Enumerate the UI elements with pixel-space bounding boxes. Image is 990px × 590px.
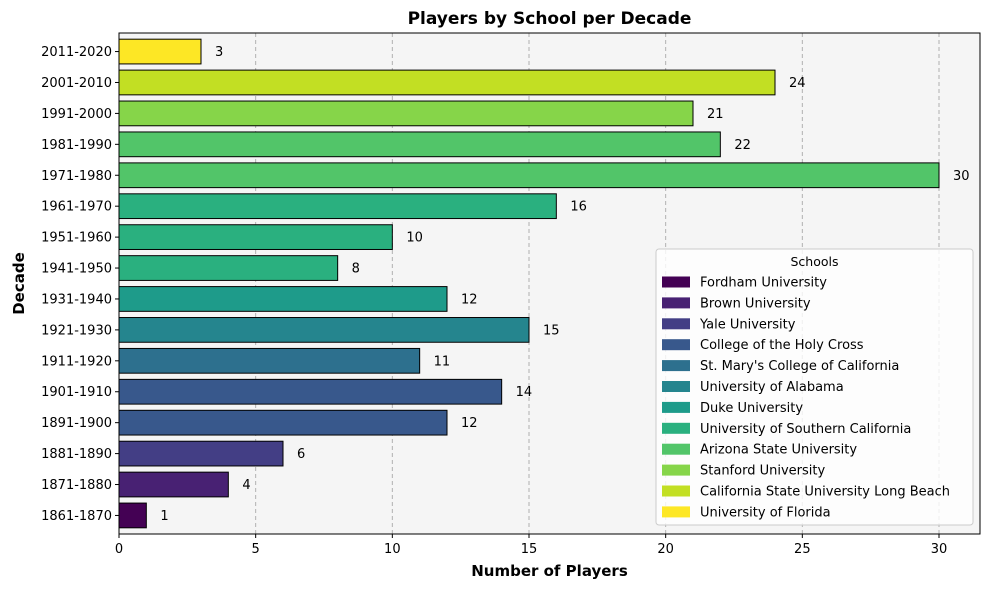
legend-swatch <box>662 464 690 476</box>
legend-swatch <box>662 339 690 351</box>
legend-label: Arizona State University <box>700 443 857 458</box>
legend-label: St. Mary's College of California <box>700 359 899 374</box>
legend-swatch <box>662 506 690 518</box>
bar <box>118 502 147 529</box>
legend-label: University of Southern California <box>700 422 911 437</box>
data-label: 10 <box>406 231 423 246</box>
plot-frame <box>118 32 981 535</box>
data-label: 15 <box>543 323 560 338</box>
data-label: 22 <box>734 138 751 153</box>
x-tick-label: 25 <box>794 542 811 557</box>
data-label: 21 <box>707 107 724 122</box>
x-tick-label: 10 <box>384 542 401 557</box>
data-label: 30 <box>953 169 970 184</box>
legend: Schools Fordham University Brown Universi… <box>655 248 974 526</box>
bar <box>118 131 721 158</box>
y-tick-label: 1951-1960 <box>41 231 112 246</box>
legend-swatch <box>662 485 690 497</box>
x-tick-label: 5 <box>252 542 260 557</box>
bars <box>118 38 940 529</box>
data-label: 24 <box>789 76 806 91</box>
x-tick-label: 30 <box>931 542 948 557</box>
data-label: 1 <box>160 509 168 524</box>
legend-label: Stanford University <box>700 464 825 479</box>
legend-label: Yale University <box>699 317 796 332</box>
y-tick-label: 2001-2010 <box>41 76 112 91</box>
chart-title: Players by School per Decade <box>408 9 692 29</box>
bar <box>118 347 421 374</box>
legend-swatch <box>662 381 690 392</box>
x-tick-label: 20 <box>657 542 674 557</box>
y-tick-label: 1971-1980 <box>41 169 112 184</box>
data-label: 6 <box>297 447 305 462</box>
data-label: 8 <box>352 262 360 277</box>
y-tick-label: 1981-1990 <box>41 138 112 153</box>
y-tick-label: 1931-1940 <box>41 292 112 307</box>
legend-title: Schools <box>790 254 838 269</box>
bar <box>118 69 776 96</box>
data-label: 11 <box>434 354 451 369</box>
legend-swatch <box>662 360 690 372</box>
data-label: 16 <box>570 200 587 215</box>
y-tick-label: 2011-2020 <box>41 45 112 60</box>
x-tick-labels: 0 5 10 15 20 25 30 <box>115 534 947 557</box>
legend-frame <box>655 248 974 526</box>
y-tick-label: 1921-1930 <box>41 323 112 338</box>
y-tick-label: 1911-1920 <box>41 354 112 369</box>
data-label: 14 <box>516 385 533 400</box>
y-tick-label: 1991-2000 <box>41 107 112 122</box>
data-label: 12 <box>461 292 478 307</box>
y-tick-label: 1891-1900 <box>41 416 112 431</box>
legend-swatch <box>662 318 690 330</box>
data-label: 3 <box>215 45 223 60</box>
legend-label: University of Alabama <box>700 380 844 395</box>
y-tick-label: 1961-1970 <box>41 200 112 215</box>
y-axis-title: Decade <box>10 252 28 315</box>
bar <box>118 255 339 281</box>
x-tick-label: 0 <box>115 542 123 557</box>
bar <box>118 224 393 250</box>
data-label: 12 <box>461 416 478 431</box>
bar <box>118 193 557 220</box>
legend-label: Fordham University <box>700 276 827 291</box>
legend-swatch <box>662 422 690 434</box>
x-axis-title: Number of Players <box>471 562 628 580</box>
y-tick-label: 1881-1890 <box>41 447 112 462</box>
y-tick-label: 1861-1870 <box>41 509 112 524</box>
y-tick-label: 1901-1910 <box>41 385 112 400</box>
y-tick-label: 1941-1950 <box>41 262 112 277</box>
bar <box>118 162 940 189</box>
legend-label: University of Florida <box>700 505 831 520</box>
bar <box>118 100 694 127</box>
bar <box>118 471 229 498</box>
y-tick-label: 1871-1880 <box>41 478 112 493</box>
y-tick-labels: 1861-1870 1871-1880 1881-1890 1891-1900 1901… <box>41 45 119 524</box>
legend-label: Brown University <box>700 296 811 311</box>
legend-swatch <box>662 276 690 288</box>
bar <box>118 286 448 312</box>
bar <box>118 317 530 343</box>
data-label: 4 <box>242 478 250 493</box>
legend-label: Duke University <box>700 401 803 416</box>
legend-swatch <box>662 297 690 309</box>
bar <box>118 409 448 436</box>
legend-swatch <box>662 401 690 413</box>
x-tick-label: 15 <box>521 542 538 557</box>
bar <box>118 440 284 467</box>
bar <box>118 38 202 65</box>
legend-label: College of the Holy Cross <box>700 338 864 353</box>
legend-label: California State University Long Beach <box>700 485 950 500</box>
legend-swatch <box>662 443 690 455</box>
legend-entries: Fordham University Brown University Yale U… <box>662 276 950 520</box>
bar <box>118 378 503 405</box>
